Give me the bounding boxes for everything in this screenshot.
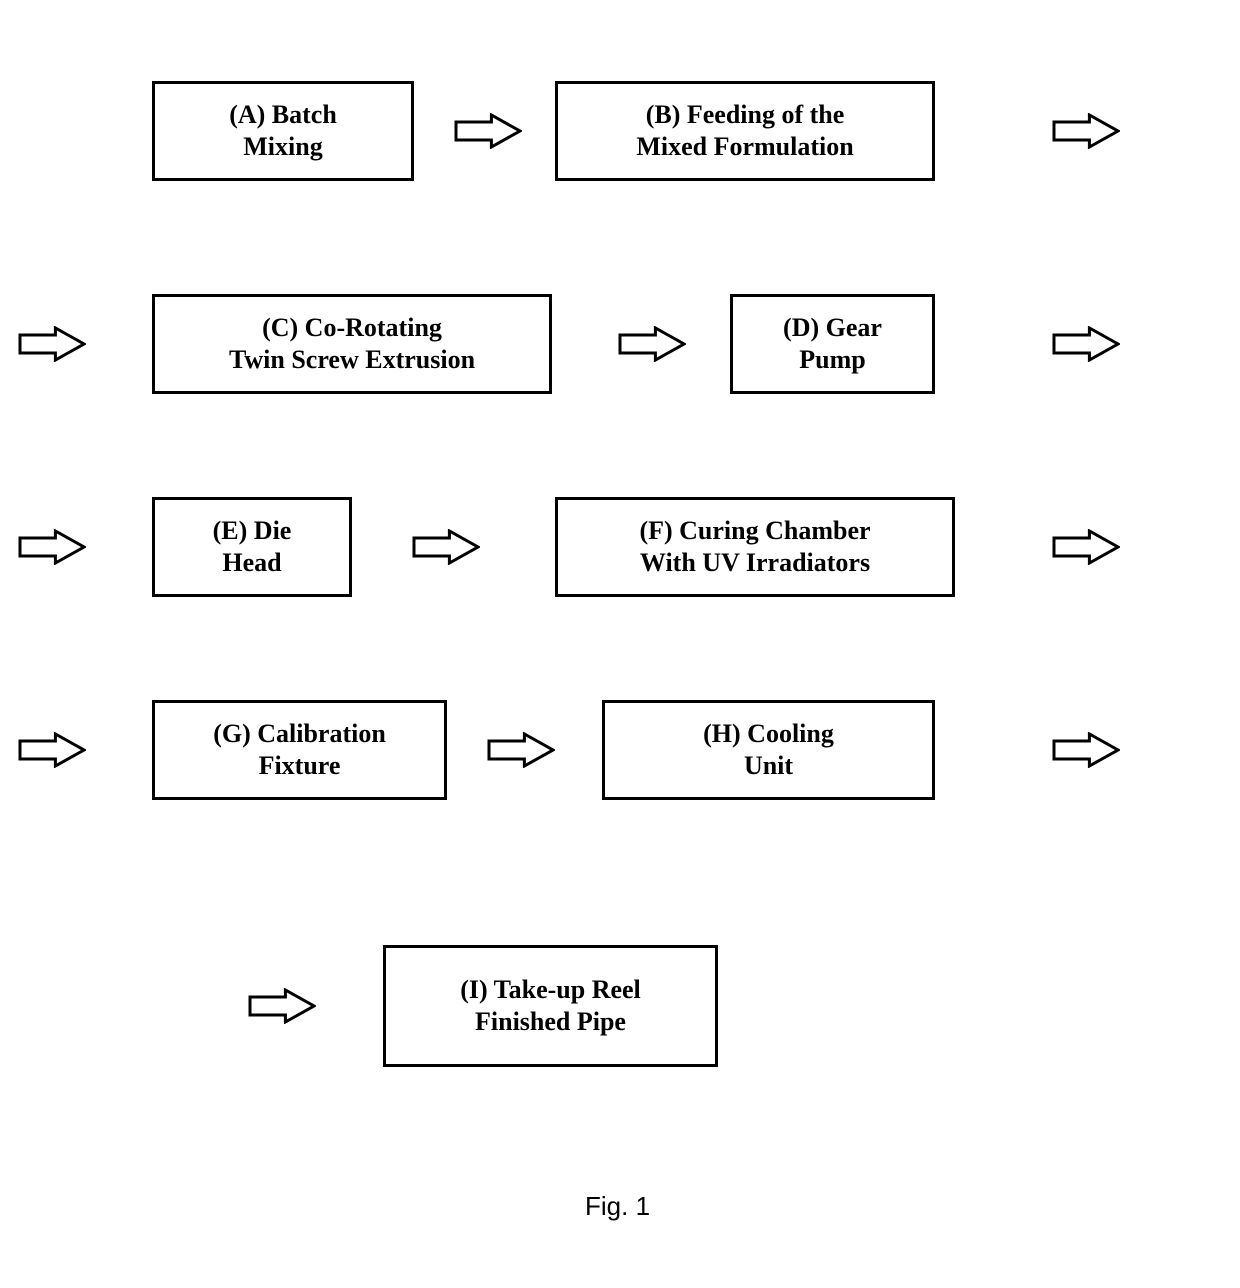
box-b-line2: Mixed Formulation: [636, 131, 853, 164]
arrow-right-icon: [1052, 529, 1120, 565]
box-d-line2: Pump: [799, 344, 865, 377]
box-c-line1: (C) Co-Rotating: [262, 312, 442, 345]
arrow-right-icon: [1052, 326, 1120, 362]
box-d: (D) Gear Pump: [730, 294, 935, 394]
arrow-right-icon: [412, 529, 480, 565]
box-g-line1: (G) Calibration: [213, 718, 386, 751]
arrow-right-icon: [1052, 732, 1120, 768]
arrow-right-icon: [18, 732, 86, 768]
box-g: (G) Calibration Fixture: [152, 700, 447, 800]
box-a-line2: Mixing: [243, 131, 322, 164]
box-a-line1: (A) Batch: [229, 99, 337, 132]
box-d-line1: (D) Gear: [783, 312, 882, 345]
box-g-line2: Fixture: [259, 750, 341, 783]
box-i: (I) Take-up Reel Finished Pipe: [383, 945, 718, 1067]
box-b-line1: (B) Feeding of the: [646, 99, 845, 132]
arrow-right-icon: [487, 732, 555, 768]
box-i-line1: (I) Take-up Reel: [460, 974, 641, 1007]
box-c-line2: Twin Screw Extrusion: [229, 344, 475, 377]
box-f: (F) Curing Chamber With UV Irradiators: [555, 497, 955, 597]
box-e-line1: (E) Die: [213, 515, 292, 548]
arrow-right-icon: [454, 113, 522, 149]
box-e: (E) Die Head: [152, 497, 352, 597]
box-i-line2: Finished Pipe: [475, 1006, 626, 1039]
arrow-right-icon: [1052, 113, 1120, 149]
box-e-line2: Head: [222, 547, 281, 580]
arrow-right-icon: [248, 988, 316, 1024]
figure-label: Fig. 1: [585, 1191, 650, 1222]
box-a: (A) Batch Mixing: [152, 81, 414, 181]
box-c: (C) Co-Rotating Twin Screw Extrusion: [152, 294, 552, 394]
box-f-line2: With UV Irradiators: [640, 547, 870, 580]
arrow-right-icon: [618, 326, 686, 362]
box-h-line1: (H) Cooling: [703, 718, 834, 751]
box-h-line2: Unit: [744, 750, 793, 783]
box-h: (H) Cooling Unit: [602, 700, 935, 800]
arrow-right-icon: [18, 529, 86, 565]
box-b: (B) Feeding of the Mixed Formulation: [555, 81, 935, 181]
arrow-right-icon: [18, 326, 86, 362]
box-f-line1: (F) Curing Chamber: [639, 515, 870, 548]
